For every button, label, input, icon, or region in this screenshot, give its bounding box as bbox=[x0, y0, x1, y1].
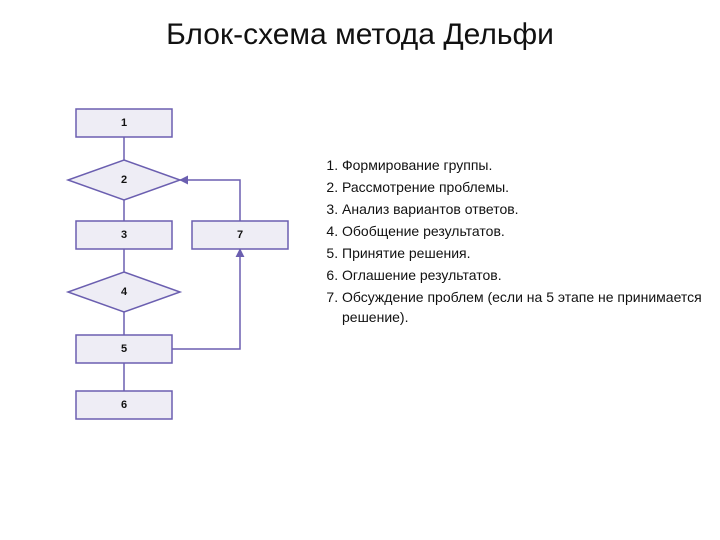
legend-list: Формирование группы.Рассмотрение проблем… bbox=[314, 155, 720, 327]
svg-text:3: 3 bbox=[121, 229, 127, 241]
flow-node-2: 2 bbox=[68, 160, 180, 200]
legend-item: Обобщение результатов. bbox=[342, 221, 720, 241]
svg-text:1: 1 bbox=[121, 117, 127, 129]
page-title: Блок-схема метода Дельфи bbox=[0, 18, 720, 52]
flow-node-4: 4 bbox=[68, 272, 180, 312]
svg-text:4: 4 bbox=[121, 286, 128, 298]
legend-item: Обсуждение проблем (если на 5 этапе не п… bbox=[342, 287, 720, 327]
flow-node-3: 3 bbox=[76, 221, 172, 249]
slide: Блок-схема метода Дельфи 1 2 3 7 4 5 6 Формиро… bbox=[0, 0, 720, 540]
svg-text:6: 6 bbox=[121, 399, 127, 411]
flowchart-svg: 1 2 3 7 4 5 6 bbox=[54, 105, 294, 465]
svg-text:2: 2 bbox=[121, 174, 127, 186]
flow-node-7: 7 bbox=[192, 221, 288, 249]
legend-item: Формирование группы. bbox=[342, 155, 720, 175]
legend-item: Оглашение результатов. bbox=[342, 265, 720, 285]
flow-node-6: 6 bbox=[76, 391, 172, 419]
legend: Формирование группы.Рассмотрение проблем… bbox=[314, 155, 720, 329]
flow-node-5: 5 bbox=[76, 335, 172, 363]
svg-text:5: 5 bbox=[121, 343, 127, 355]
flow-node-1: 1 bbox=[76, 109, 172, 137]
legend-item: Рассмотрение проблемы. bbox=[342, 177, 720, 197]
svg-text:7: 7 bbox=[237, 229, 243, 241]
legend-item: Принятие решения. bbox=[342, 243, 720, 263]
legend-item: Анализ вариантов ответов. bbox=[342, 199, 720, 219]
flowchart: 1 2 3 7 4 5 6 bbox=[54, 105, 294, 470]
